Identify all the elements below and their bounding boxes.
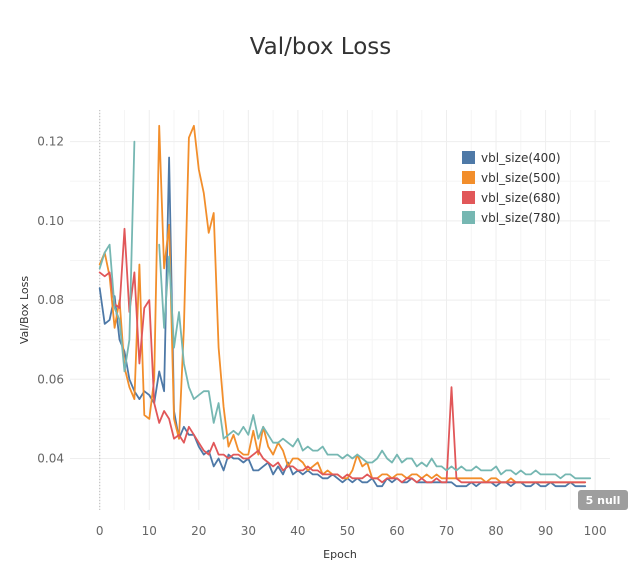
series-line-3[interactable] [98,140,592,480]
legend-label: vbl_size(680) [481,191,561,205]
legend-swatch [462,211,475,224]
chart-title: Val/box Loss [249,34,392,60]
x-axis-title: Epoch [323,548,357,561]
x-axis-ticks: 0 10 20 30 40 50 60 70 80 90 100 [96,524,607,538]
grid [70,110,610,510]
x-tick-label: 70 [439,524,454,538]
x-tick-label: 40 [290,524,305,538]
x-tick-label: 90 [538,524,553,538]
series-line-2[interactable] [98,227,587,484]
legend-item[interactable]: vbl_size(400) [462,151,561,165]
y-axis-ticks: 0.04 0.06 0.08 0.10 0.12 [37,135,64,466]
series-lines [98,124,592,488]
x-tick-label: 30 [241,524,256,538]
y-tick-label: 0.12 [37,135,64,149]
legend-swatch [462,151,475,164]
legend-item[interactable]: vbl_size(780) [462,211,561,225]
x-tick-label: 10 [142,524,157,538]
null-indicator-badge[interactable]: 5 null [578,490,628,510]
null-badge-label: 5 null [586,494,621,507]
x-tick-label: 20 [191,524,206,538]
x-tick-label: 100 [584,524,607,538]
legend-swatch [462,171,475,184]
y-tick-label: 0.06 [37,372,64,386]
legend-label: vbl_size(400) [481,151,561,165]
null-badge-background [578,490,628,510]
legend[interactable]: vbl_size(400) vbl_size(500) vbl_size(680)v… [462,151,561,225]
legend-swatch [462,191,475,204]
x-tick-label: 80 [488,524,503,538]
x-tick-label: 60 [389,524,404,538]
legend-item[interactable]: vbl_size(500) [462,171,561,185]
legend-label: vbl_size(780) [481,211,561,225]
y-tick-label: 0.08 [37,293,64,307]
x-tick-label: 50 [340,524,355,538]
legend-item[interactable]: vbl_size(680) [462,191,561,205]
legend-label: vbl_size(500) [481,171,561,185]
y-tick-label: 0.10 [37,214,64,228]
y-axis-title: Val/Box Loss [18,276,31,345]
y-tick-label: 0.04 [37,452,64,466]
x-tick-label: 0 [96,524,104,538]
